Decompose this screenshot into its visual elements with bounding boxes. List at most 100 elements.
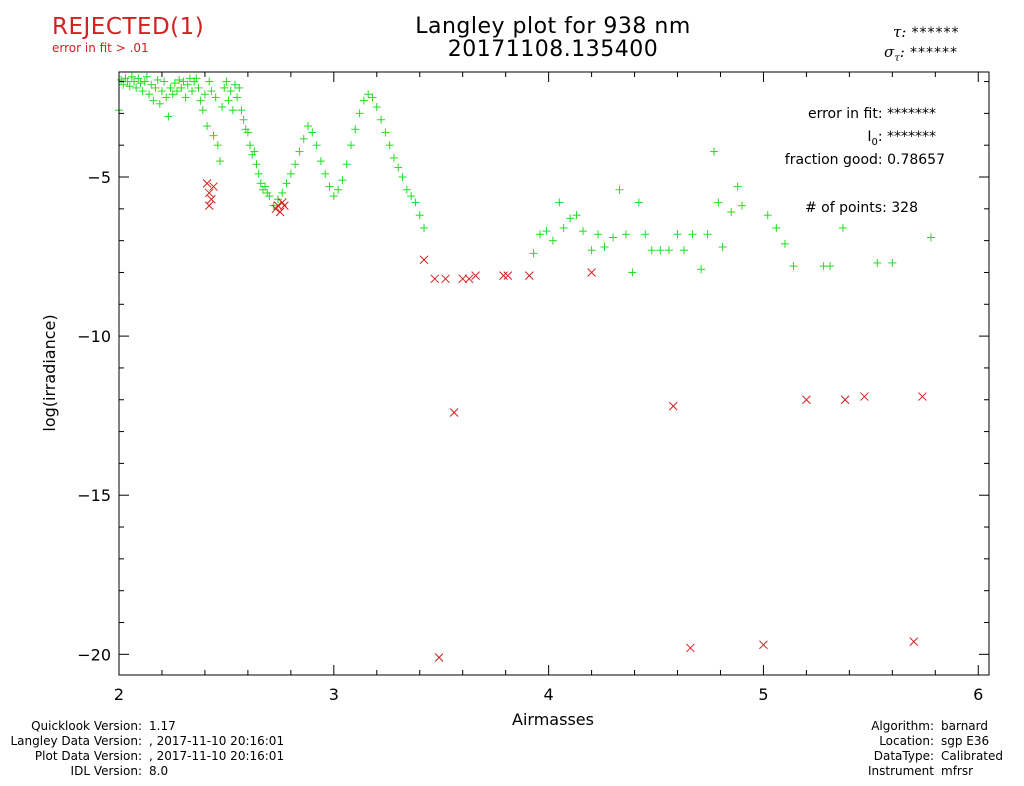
y-tick-label: −5 (87, 168, 111, 187)
accepted-point (149, 96, 158, 105)
rejected-point (587, 268, 596, 277)
accepted-point (188, 87, 197, 96)
accepted-point (147, 80, 156, 89)
accepted-point (125, 82, 134, 91)
accepted-point (241, 125, 250, 134)
rejected-point (499, 271, 508, 281)
accepted-point (273, 195, 282, 204)
error-fit-label: error in fit: (808, 106, 883, 122)
x-tick-label: 2 (114, 685, 124, 704)
accepted-point (142, 72, 151, 81)
accepted-point (252, 160, 261, 169)
accepted-point (237, 106, 246, 115)
accepted-point (205, 77, 214, 86)
rejected-point (464, 274, 474, 284)
accepted-point (389, 153, 398, 162)
accepted-point (321, 169, 330, 178)
accepted-point (703, 230, 712, 239)
accepted-point (772, 223, 781, 232)
i0-colon: : (878, 129, 883, 145)
accepted-point (183, 80, 192, 89)
accepted-point (155, 99, 164, 108)
rejected-point (275, 207, 285, 217)
x-tick-label: 3 (329, 685, 339, 704)
accepted-point (763, 211, 772, 220)
rejected-point (419, 255, 429, 265)
accepted-point (609, 233, 618, 242)
status-label: REJECTED(1) (52, 14, 205, 40)
points-label: # of points: (805, 200, 887, 216)
axis-ticks: 2 3 4 5 6 −5 −10 −15 −20 (77, 72, 989, 704)
accepted-point (213, 141, 222, 150)
i0-value: ******* (887, 129, 936, 145)
error-fit-readout: error in fit: ******* (808, 106, 936, 122)
accepted-point (220, 83, 229, 92)
footer-right-value: sgp E36 (941, 734, 990, 748)
accepted-point (282, 179, 291, 188)
accepted-point (269, 201, 278, 210)
accepted-point (529, 249, 538, 258)
accepted-point (119, 80, 128, 89)
footer-right-row: Algorithm: barnard (845, 719, 1020, 734)
accepted-point (697, 265, 706, 274)
accepted-point (621, 230, 630, 239)
footer-right-row: DataType: Calibrated (845, 749, 1020, 764)
accepted-point (263, 188, 272, 197)
footer-right: Algorithm: barnard Location: sgp E36 Dat… (845, 719, 1020, 779)
accepted-point (634, 198, 643, 207)
accepted-point (385, 141, 394, 150)
accepted-point (258, 185, 267, 194)
accepted-point (420, 223, 429, 232)
accepted-point (209, 131, 218, 140)
accepted-point (402, 185, 411, 194)
accepted-point (160, 77, 169, 86)
accepted-point (117, 75, 126, 84)
sigma-tau-readout: στ: ****** (884, 42, 958, 64)
footer-right-label: Algorithm: (871, 719, 934, 733)
x-tick-label: 5 (758, 685, 768, 704)
accepted-point (334, 185, 343, 194)
accepted-point (211, 93, 220, 102)
accepted-point (579, 227, 587, 236)
accepted-point (927, 233, 935, 242)
accepted-point (286, 169, 295, 178)
accepted-point (398, 173, 407, 182)
rejected-point (471, 271, 480, 281)
rejected-point (918, 392, 927, 401)
accepted-point (838, 223, 847, 232)
footer-left-value: , 2017-11-10 20:16:01 (149, 734, 285, 748)
footer-right-value: barnard (941, 719, 988, 733)
rejected-point (209, 182, 218, 191)
accepted-point (407, 192, 416, 201)
fraction-good-label: fraction good: (785, 152, 883, 168)
rejected-point (271, 204, 281, 214)
accepted-point (536, 230, 545, 239)
points-readout: # of points: 328 (805, 200, 918, 216)
accepted-point (377, 115, 386, 124)
accepted-point (168, 90, 177, 99)
accepted-point (121, 74, 130, 83)
accepted-point (231, 80, 239, 89)
accepted-point (600, 243, 609, 252)
footer-left: Quicklook Version: 1.17 Langley Data Ver… (0, 719, 320, 779)
accepted-point (873, 258, 882, 267)
x-axis-label: Airmasses (512, 710, 594, 729)
sigma-label: σ (884, 43, 895, 61)
footer-right-label: DataType: (873, 749, 934, 763)
accepted-point (157, 87, 166, 96)
accepted-point (278, 188, 287, 197)
rejected-point (503, 271, 513, 281)
accepted-point (710, 147, 719, 156)
accepted-point (243, 128, 252, 137)
accepted-point (265, 192, 274, 201)
accepted-point (342, 160, 351, 169)
rejected-point (840, 395, 850, 405)
accepted-point (166, 83, 175, 92)
accepted-point (555, 198, 564, 207)
accepted-point (559, 223, 568, 232)
accepted-point (256, 179, 265, 188)
rejected-point (280, 201, 289, 210)
data-points (115, 72, 935, 662)
footer-left-value: , 2017-11-10 20:16:01 (149, 749, 285, 763)
rejected-point (686, 643, 695, 653)
